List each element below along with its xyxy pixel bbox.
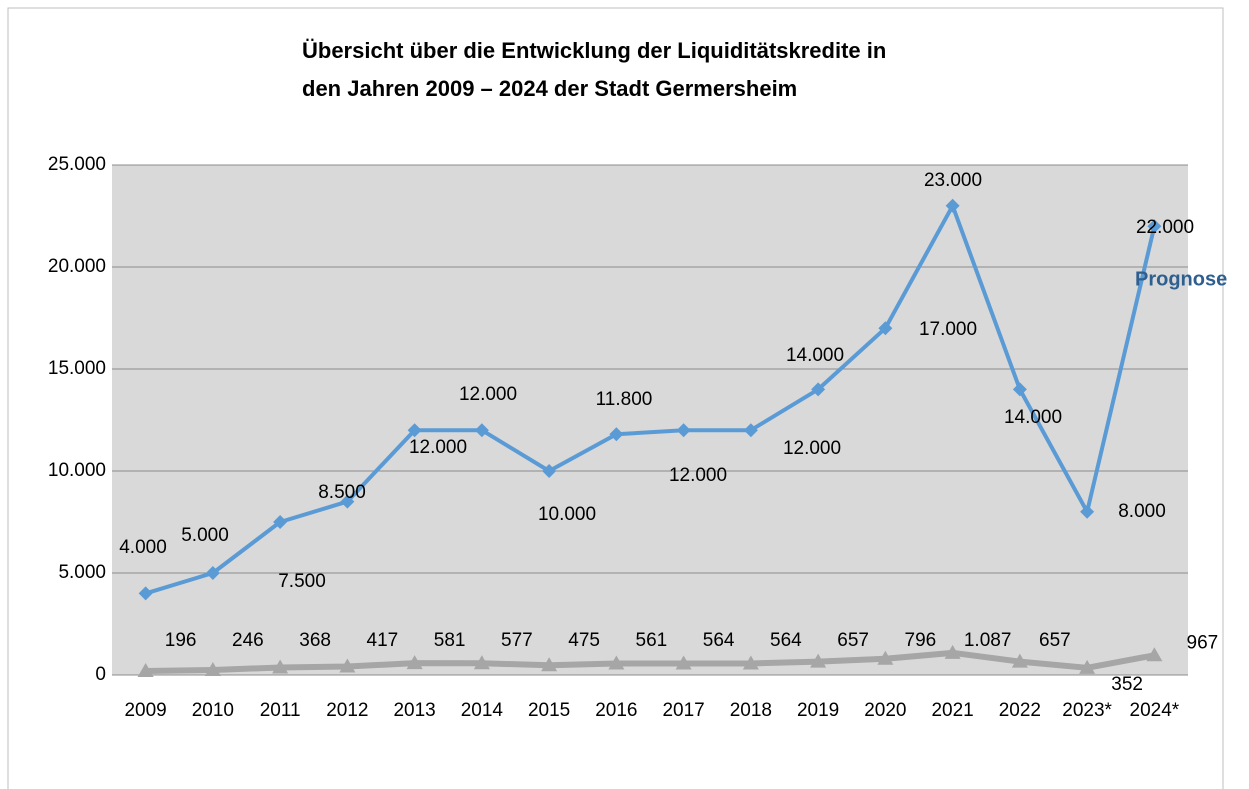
data-label: 475 — [568, 630, 600, 651]
data-label: 581 — [434, 630, 466, 651]
y-tick-label: 0 — [95, 664, 106, 685]
marker — [608, 655, 625, 670]
data-label: 8.000 — [1118, 501, 1166, 522]
data-label: 352 — [1111, 674, 1143, 695]
marker — [1080, 504, 1095, 519]
x-tick-label: 2009 — [124, 700, 166, 721]
marker — [1147, 219, 1162, 234]
x-tick-label: 2023* — [1062, 700, 1112, 721]
y-tick-label: 10.000 — [48, 460, 106, 481]
annotation: Prognose — [1135, 268, 1227, 290]
marker — [339, 658, 356, 673]
line — [145, 649, 1155, 675]
marker — [1011, 653, 1028, 668]
marker — [877, 650, 894, 665]
marker — [675, 655, 692, 670]
x-tick-label: 2016 — [595, 700, 637, 721]
x-tick-label: 2020 — [864, 700, 906, 721]
data-label: 796 — [905, 630, 937, 651]
data-label: 657 — [1039, 630, 1071, 651]
data-label: 368 — [299, 630, 331, 651]
marker — [273, 515, 288, 529]
marker — [676, 423, 691, 438]
marker — [878, 321, 893, 336]
x-tick-label: 2014 — [461, 700, 504, 721]
marker — [542, 464, 557, 478]
marker — [204, 661, 221, 676]
data-label: 17.000 — [919, 319, 977, 340]
data-label: 8.500 — [318, 482, 366, 503]
x-tick-label: 2022 — [999, 700, 1041, 721]
data-label: 12.000 — [409, 437, 467, 458]
marker — [811, 382, 826, 397]
y-tick-label: 5.000 — [58, 562, 106, 583]
marker — [945, 198, 960, 213]
marker — [742, 655, 759, 670]
x-tick-label: 2015 — [528, 700, 570, 721]
marker — [743, 423, 758, 438]
marker — [205, 566, 220, 580]
data-label: 5.000 — [181, 525, 229, 546]
data-label: 246 — [232, 630, 264, 651]
plot-area — [112, 165, 1188, 675]
data-label: 11.800 — [596, 389, 653, 410]
data-label: 577 — [501, 630, 533, 651]
data-label: 196 — [165, 630, 197, 651]
data-label: 564 — [703, 630, 735, 651]
data-label: 12.000 — [783, 438, 841, 459]
x-tick-label: 2019 — [797, 700, 839, 721]
data-label: 564 — [770, 630, 802, 651]
x-tick-label: 2018 — [730, 700, 772, 721]
marker — [406, 655, 423, 670]
data-label: 10.000 — [538, 504, 596, 525]
marker — [137, 663, 154, 678]
y-tick-label: 25.000 — [48, 154, 106, 175]
data-label: 4.000 — [119, 537, 167, 558]
marker — [474, 423, 489, 438]
data-label: 417 — [367, 630, 399, 651]
marker — [609, 427, 624, 442]
data-label: 22.000 — [1136, 217, 1194, 238]
marker — [473, 655, 490, 670]
data-label: 7.500 — [278, 571, 326, 592]
marker — [1079, 659, 1096, 674]
chart-title-line: den Jahren 2009 – 2024 der Stadt Germers… — [302, 76, 797, 101]
data-label: 561 — [636, 630, 668, 651]
data-label: 967 — [1187, 632, 1219, 653]
marker — [1012, 382, 1027, 397]
marker — [1146, 647, 1163, 662]
marker — [541, 657, 558, 672]
x-tick-label: 2017 — [662, 700, 704, 721]
y-tick-label: 15.000 — [48, 358, 106, 379]
y-tick-label: 20.000 — [48, 256, 106, 277]
data-label: 23.000 — [924, 170, 982, 191]
marker — [407, 423, 422, 438]
marker — [138, 586, 153, 601]
x-tick-label: 2024* — [1130, 700, 1180, 721]
data-label: 14.000 — [1004, 407, 1062, 428]
chart-title-line: Übersicht über die Entwicklung der Liqui… — [302, 38, 886, 63]
line — [145, 203, 1157, 596]
marker — [810, 653, 827, 668]
x-tick-label: 2010 — [192, 700, 234, 721]
data-label: 1.087 — [964, 630, 1012, 651]
marker — [340, 494, 355, 509]
x-tick-label: 2012 — [326, 700, 368, 721]
data-label: 14.000 — [786, 345, 844, 366]
x-tick-label: 2011 — [260, 700, 301, 721]
marker — [272, 659, 289, 674]
marker — [944, 644, 961, 659]
data-label: 12.000 — [669, 465, 727, 486]
data-label: 657 — [837, 630, 869, 651]
x-tick-label: 2013 — [393, 700, 435, 721]
x-tick-label: 2021 — [931, 700, 973, 721]
data-label: 12.000 — [459, 384, 517, 405]
